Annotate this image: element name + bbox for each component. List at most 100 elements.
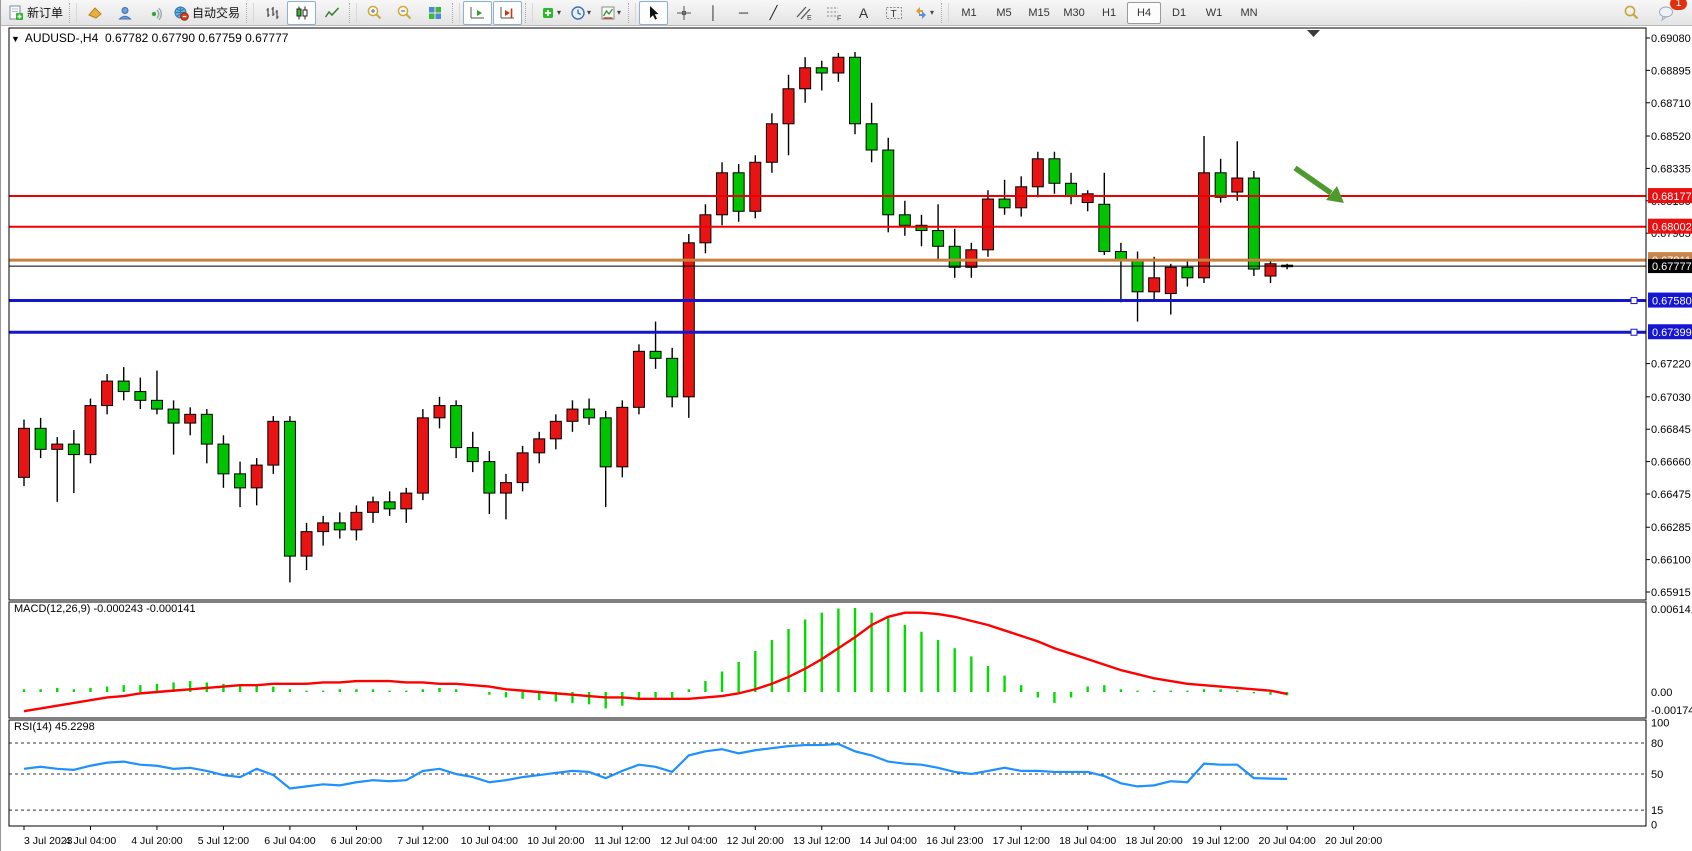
rsi-indicator-label: RSI(14) 45.2298	[14, 721, 95, 733]
svg-text:6 Jul 20:00: 6 Jul 20:00	[331, 835, 383, 847]
timeframe-d1-button[interactable]: D1	[1172, 6, 1187, 19]
new-order-button[interactable]: 新订单	[5, 1, 66, 25]
price-line-0.67580[interactable]: 0.67580	[9, 292, 1692, 308]
svg-text:18 Jul 20:00: 18 Jul 20:00	[1126, 835, 1183, 847]
arrows-dropdown-button[interactable]: ▾	[909, 1, 938, 25]
candlestick-chart-button[interactable]	[287, 0, 317, 25]
svg-text:0.68710: 0.68710	[1651, 98, 1691, 110]
crosshair-button[interactable]	[669, 1, 698, 25]
oneclick-collapse-icon[interactable]: ▼	[11, 34, 20, 44]
svg-text:F: F	[837, 15, 841, 21]
svg-text:17 Jul 12:00: 17 Jul 12:00	[993, 835, 1050, 847]
autotrading-button[interactable]: 自动交易	[170, 1, 243, 25]
svg-text:0.66100: 0.66100	[1651, 555, 1691, 567]
periods-button[interactable]: ▾	[566, 1, 595, 25]
cursor-button[interactable]	[639, 0, 669, 25]
templates-icon	[601, 6, 615, 19]
timeframe-mn-button[interactable]: MN	[1240, 6, 1258, 19]
chat-bubble-icon	[1659, 6, 1673, 21]
chart-shift-button[interactable]	[493, 0, 523, 25]
svg-text:0.66845: 0.66845	[1651, 424, 1691, 436]
text-label-button[interactable]: T	[879, 1, 908, 25]
timeframe-m15-button[interactable]: M15	[1028, 6, 1050, 19]
svg-text:20 Jul 04:00: 20 Jul 04:00	[1259, 835, 1316, 847]
svg-text:10 Jul 20:00: 10 Jul 20:00	[527, 835, 584, 847]
dropdown-arrow-icon: ▾	[557, 8, 562, 17]
timeframe-m5-button[interactable]: M5	[996, 6, 1012, 19]
price-line-0.68002[interactable]: 0.68002	[9, 218, 1692, 234]
bar-chart-button[interactable]	[257, 1, 286, 25]
templates-button[interactable]: ▾	[596, 1, 625, 25]
search-button[interactable]	[1617, 1, 1646, 25]
zoom-in-button[interactable]	[360, 1, 389, 25]
text-button[interactable]: A	[849, 1, 878, 25]
search-icon	[1624, 5, 1639, 20]
svg-text:0.66285: 0.66285	[1651, 522, 1691, 534]
timeframe-m30-button[interactable]: M30	[1063, 6, 1085, 19]
timeframe-w1-button[interactable]: W1	[1205, 6, 1223, 19]
svg-text:5 Jul 12:00: 5 Jul 12:00	[198, 835, 250, 847]
svg-text:4 Jul 04:00: 4 Jul 04:00	[65, 835, 117, 847]
separator	[452, 2, 461, 23]
timeframe-h1-button[interactable]: H1	[1102, 6, 1117, 19]
metaeditor-button[interactable]	[80, 1, 109, 25]
line-chart-button[interactable]	[317, 1, 346, 25]
chart-shift-icon	[500, 6, 515, 18]
dropdown-arrow-icon: ▾	[617, 8, 622, 17]
bar-chart-icon	[266, 6, 279, 19]
timeframe-h4-button[interactable]: H4	[1127, 1, 1162, 24]
svg-text:T: T	[890, 9, 896, 20]
rsi-value: 45.2298	[54, 721, 95, 733]
horizontal-line-button[interactable]: ─	[729, 1, 758, 25]
autotrading-icon	[174, 6, 189, 21]
macd-values: -0.000243 -0.000141	[93, 603, 196, 615]
indicators-button[interactable]: ▾	[536, 1, 565, 25]
price-line-0.67811[interactable]: 0.67811	[9, 252, 1692, 268]
signals-button[interactable]	[140, 1, 169, 25]
auto-scroll-icon	[470, 6, 485, 18]
separator	[246, 2, 255, 23]
tile-windows-button[interactable]	[420, 1, 449, 25]
svg-text:0.67220: 0.67220	[1651, 359, 1691, 371]
svg-text:50: 50	[1651, 769, 1663, 781]
auto-scroll-button[interactable]	[463, 0, 493, 25]
chart-canvas[interactable]: 0.69080 0.68895 0.68710 0.68520 0.68335 0.681…	[1, 26, 1692, 851]
svg-text:0.67777: 0.67777	[1652, 261, 1692, 273]
fibonacci-icon: F	[827, 7, 841, 21]
notifications-button[interactable]: 1	[1652, 0, 1687, 25]
pane-borders	[8, 27, 1647, 827]
svg-text:0.65915: 0.65915	[1651, 587, 1691, 599]
tile-windows-icon	[428, 6, 441, 19]
zoom-in-icon	[367, 5, 382, 20]
svg-text:4 Jul 20:00: 4 Jul 20:00	[131, 835, 183, 847]
text-icon: A	[858, 4, 869, 21]
svg-text:0.67030: 0.67030	[1651, 392, 1691, 404]
mql5-community-button[interactable]	[110, 1, 139, 25]
price-line-0.68177[interactable]: 0.68177	[9, 188, 1692, 204]
arrows-icon	[916, 6, 927, 19]
dropdown-arrow-icon: ▾	[930, 8, 935, 17]
arrow-annotation[interactable]	[1293, 165, 1344, 203]
vertical-line-button[interactable]: │	[699, 1, 728, 25]
svg-text:0.67399: 0.67399	[1652, 327, 1692, 339]
timeframe-m1-button[interactable]: M1	[961, 6, 977, 19]
svg-text:100: 100	[1651, 717, 1669, 729]
trendline-button[interactable]: ╱	[759, 1, 788, 25]
svg-text:12 Jul 04:00: 12 Jul 04:00	[660, 835, 717, 847]
clock-icon	[571, 5, 585, 20]
trendline-icon: ╱	[769, 5, 778, 20]
svg-text:14 Jul 04:00: 14 Jul 04:00	[860, 835, 917, 847]
svg-text:20 Jul 20:00: 20 Jul 20:00	[1325, 835, 1382, 847]
fibonacci-button[interactable]: F	[819, 1, 848, 25]
equidistant-channel-button[interactable]: E	[789, 1, 818, 25]
zoom-out-button[interactable]	[390, 1, 419, 25]
autotrading-label: 自动交易	[192, 6, 241, 20]
new-order-icon	[9, 5, 23, 20]
candlestick-series	[18, 52, 1294, 583]
chart-shift-marker[interactable]	[1307, 30, 1320, 37]
svg-text:6 Jul 04:00: 6 Jul 04:00	[264, 835, 316, 847]
svg-text:10 Jul 04:00: 10 Jul 04:00	[461, 835, 518, 847]
price-line-0.67399[interactable]: 0.67399	[9, 324, 1692, 340]
svg-text:0.006141: 0.006141	[1651, 604, 1692, 616]
